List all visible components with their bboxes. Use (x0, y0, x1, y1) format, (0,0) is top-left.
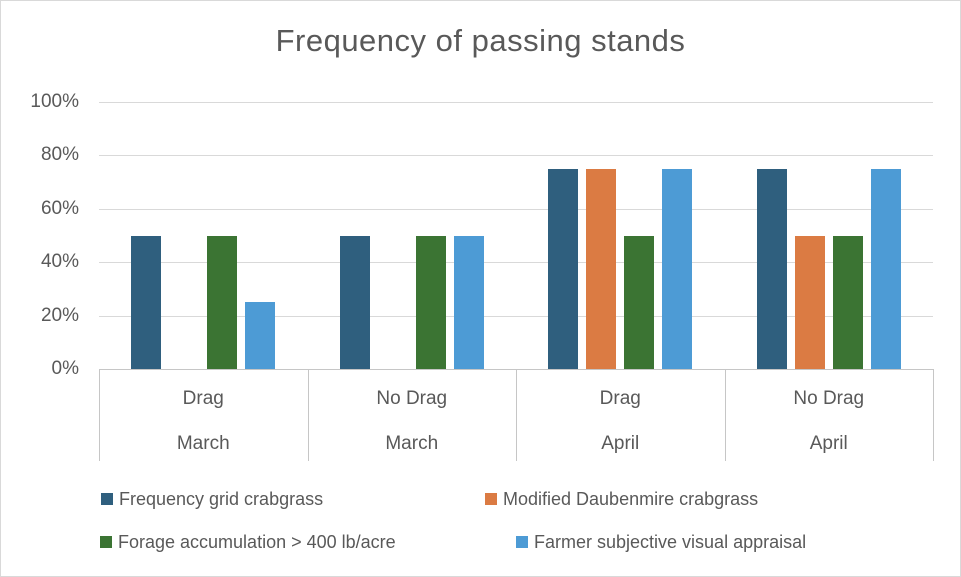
bar (832, 235, 863, 369)
bar (662, 168, 693, 369)
gridline (99, 155, 933, 157)
bar (245, 302, 276, 369)
category-label: No Drag (376, 388, 448, 409)
gridline (99, 315, 933, 317)
category-label: Drag (182, 388, 224, 409)
category-divider (99, 369, 100, 461)
category-group-label: March (385, 433, 439, 454)
bar (624, 235, 655, 369)
category-divider (933, 369, 934, 461)
category-group-label: March (176, 433, 230, 454)
y-axis-tick-label: 0% (51, 358, 79, 379)
bar (870, 168, 901, 369)
bar (131, 235, 162, 369)
gridline (99, 208, 933, 210)
y-axis-tick-label: 40% (40, 251, 79, 273)
y-axis-tick-label: 20% (40, 304, 79, 326)
bar (794, 235, 825, 369)
bar (207, 235, 238, 369)
y-axis-tick-label: 60% (40, 197, 79, 219)
y-axis-tick-label: 80% (40, 144, 79, 166)
gridline (99, 262, 933, 264)
category-divider (724, 369, 726, 461)
y-axis-tick-label: 100% (30, 91, 79, 112)
category-divider (307, 369, 309, 461)
bar (548, 168, 579, 369)
bar (453, 235, 484, 369)
bar (756, 168, 787, 369)
bar (339, 235, 370, 369)
bar (586, 168, 617, 369)
category-group-label: April (809, 433, 848, 454)
bar (415, 235, 446, 369)
gridline (99, 102, 933, 103)
category-divider (516, 369, 517, 461)
chart-title: Frequency of passing stands (275, 23, 686, 58)
category-group-label: April (601, 433, 640, 454)
category-label: No Drag (793, 388, 865, 409)
category-label: Drag (599, 388, 641, 409)
